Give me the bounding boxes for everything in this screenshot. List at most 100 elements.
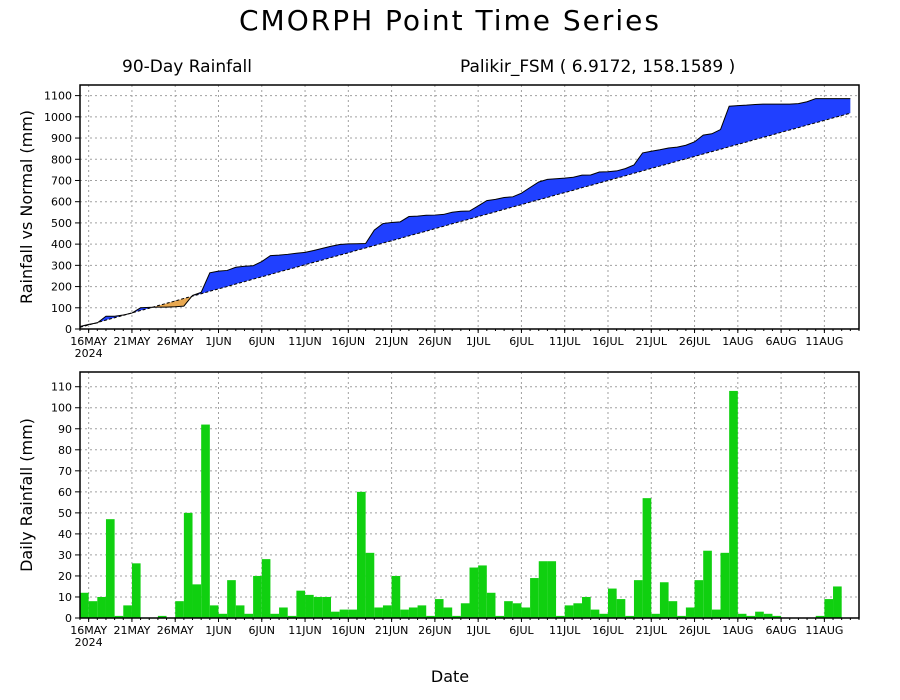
daily-bar (348, 609, 357, 618)
bottom-ytick-label: 50 (58, 507, 72, 520)
bottom-xtick-label: 6JUN (249, 624, 276, 637)
top-ytick-label: 900 (51, 132, 72, 145)
top-xtick-label: 21JUL (636, 335, 668, 348)
daily-bar (452, 615, 461, 618)
daily-bar (486, 592, 496, 618)
bottom-xtick-label: 11JUN (288, 624, 322, 637)
top-ytick-label: 700 (51, 174, 72, 187)
daily-bar (616, 599, 626, 618)
top-xtick-label: 21JUN (375, 335, 409, 348)
top-ytick-label: 400 (51, 238, 72, 251)
x-axis-label: Date (431, 667, 469, 686)
daily-bar (382, 605, 392, 618)
bottom-ytick-label: 0 (65, 612, 72, 625)
bottom-ytick-label: 10 (58, 591, 72, 604)
daily-bar (582, 596, 591, 618)
daily-bar (114, 615, 124, 618)
daily-bar (495, 615, 505, 618)
daily-bar (729, 390, 738, 618)
daily-bar (720, 552, 730, 618)
bottom-xtick-label: 16MAY (70, 624, 107, 637)
daily-bar (668, 601, 678, 618)
top-ytick-label: 500 (51, 217, 72, 230)
daily-bar (192, 584, 202, 618)
daily-bar (296, 590, 306, 618)
daily-bar (339, 609, 349, 618)
daily-bar (590, 609, 600, 618)
daily-bar (556, 615, 565, 618)
daily-bar (685, 607, 695, 618)
top-xtick-label: 6JUL (509, 335, 534, 348)
top-ytick-label: 800 (51, 153, 72, 166)
daily-bar (607, 588, 617, 618)
daily-bar (287, 615, 297, 618)
daily-bar (253, 575, 262, 618)
daily-bar (80, 592, 89, 618)
daily-bar (175, 601, 184, 618)
daily-bar (88, 601, 98, 618)
bottom-xtick-label: 16JUN (332, 624, 366, 637)
daily-bar (201, 424, 210, 618)
daily-bar (374, 607, 383, 618)
bottom-xtick-label: 6JUL (509, 624, 534, 637)
daily-bar (209, 605, 219, 618)
daily-bar (417, 605, 427, 618)
bottom-ytick-label: 70 (58, 465, 72, 478)
actual-line (79, 98, 851, 327)
normal-line (79, 112, 851, 328)
daily-bar (703, 550, 712, 618)
daily-bar (677, 615, 686, 618)
bottom-ytick-label: 100 (51, 402, 72, 415)
daily-bar (469, 567, 479, 618)
top-ytick-label: 0 (65, 323, 72, 336)
top-xtick-label: 16JUL (592, 335, 624, 348)
bottom-ytick-label: 20 (58, 570, 72, 583)
daily-bar (815, 615, 825, 618)
daily-bar (633, 580, 643, 618)
daily-bar (227, 580, 236, 618)
daily-bar (105, 519, 115, 618)
top-xtick-label: 6JUN (249, 335, 276, 348)
top-y-axis-label: Rainfall vs Normal (mm) (17, 110, 36, 304)
daily-bar (270, 613, 280, 618)
daily-bar (512, 603, 522, 618)
daily-bar (313, 596, 323, 618)
daily-bar (434, 599, 444, 618)
top-xtick-label: 16JUN (332, 335, 366, 348)
daily-bar (547, 561, 557, 618)
top-xtick-label: 1AUG (722, 335, 753, 348)
daily-bar (711, 609, 721, 618)
daily-bar (244, 613, 254, 618)
top-subtitle-left: 90-Day Rainfall (122, 57, 252, 77)
bottom-xtick-label: 21JUN (375, 624, 409, 637)
surplus-area (80, 98, 851, 328)
daily-bar (400, 609, 409, 618)
top-xtick-label: 11AUG (805, 335, 843, 348)
daily-bar (235, 605, 245, 618)
top-xtick-label: 26JUN (418, 335, 452, 348)
top-ytick-label: 600 (51, 196, 72, 209)
top-xtick-label: 26MAY (157, 335, 194, 348)
daily-panel: 0 10 20 30 40 50 60 70 80 90 100 110 16MAY 21MAY 26MAY… (17, 371, 860, 649)
daily-bar (460, 603, 470, 618)
bottom-y-axis-label: Daily Rainfall (mm) (17, 418, 36, 572)
daily-bar (755, 611, 764, 618)
daily-bar (443, 607, 453, 618)
top-ytick-label: 300 (51, 259, 72, 272)
daily-bar (564, 605, 574, 618)
daily-bar (521, 607, 531, 618)
daily-bar (478, 565, 487, 618)
top-xtick-label: 26JUL (679, 335, 711, 348)
daily-bar (157, 615, 167, 618)
daily-bar (426, 615, 435, 618)
daily-bar (651, 613, 660, 618)
cumulative-panel: 0 100 200 300 400 500 600 700 800 900 1000 1100 16MA… (17, 84, 860, 360)
bottom-ytick-label: 60 (58, 486, 72, 499)
bottom-xtick-label: 11JUL (549, 624, 581, 637)
top-xtick-label: 1JUN (205, 335, 232, 348)
bottom-ytick-label: 80 (58, 444, 72, 457)
bottom-xtick-label: 26MAY (157, 624, 194, 637)
bottom-xtick-label: 26JUN (418, 624, 452, 637)
top-ytick-label: 100 (51, 302, 72, 315)
bottom-ytick-label: 90 (58, 423, 72, 436)
